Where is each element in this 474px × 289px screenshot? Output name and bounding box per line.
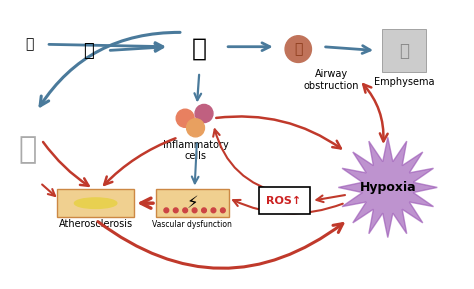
- Text: 🫁: 🫁: [192, 37, 207, 61]
- Circle shape: [211, 208, 216, 213]
- Circle shape: [220, 208, 225, 213]
- Circle shape: [187, 119, 204, 137]
- Polygon shape: [338, 137, 438, 238]
- Text: Emphysema: Emphysema: [374, 77, 435, 87]
- FancyBboxPatch shape: [156, 189, 228, 217]
- Text: Atherosclerosis: Atherosclerosis: [59, 219, 133, 229]
- Text: ROS↑: ROS↑: [266, 196, 302, 206]
- Text: ⭕: ⭕: [294, 42, 302, 56]
- Text: 🫁: 🫁: [399, 42, 409, 60]
- Circle shape: [195, 104, 213, 123]
- Text: 🚬: 🚬: [26, 37, 34, 51]
- Text: ⚡: ⚡: [186, 194, 198, 212]
- Text: Airway
obstruction: Airway obstruction: [303, 69, 359, 91]
- FancyBboxPatch shape: [382, 29, 427, 71]
- Text: Vascular dysfunction: Vascular dysfunction: [152, 220, 232, 229]
- Ellipse shape: [74, 198, 117, 208]
- Circle shape: [164, 208, 169, 213]
- Circle shape: [173, 208, 178, 213]
- Text: 🏭: 🏭: [83, 42, 94, 60]
- Text: Inflammatory
cells: Inflammatory cells: [163, 140, 228, 161]
- Text: Hypoxia: Hypoxia: [359, 181, 416, 194]
- Circle shape: [183, 208, 188, 213]
- Circle shape: [285, 36, 311, 62]
- FancyBboxPatch shape: [57, 189, 134, 217]
- Text: 🧍: 🧍: [18, 135, 36, 164]
- Circle shape: [192, 208, 197, 213]
- Circle shape: [201, 208, 206, 213]
- Circle shape: [176, 109, 194, 127]
- FancyBboxPatch shape: [259, 188, 310, 214]
